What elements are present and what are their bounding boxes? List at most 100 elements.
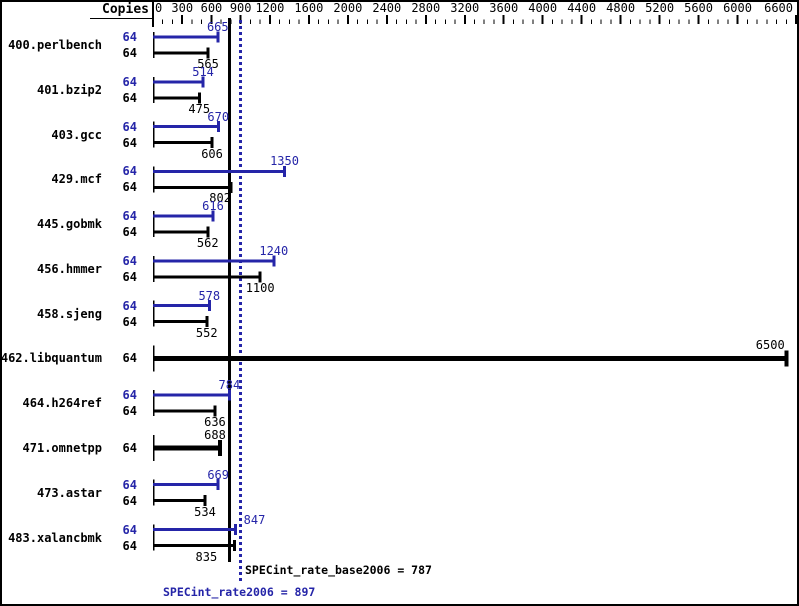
- base-value-label: 1100: [245, 280, 275, 295]
- peak-bar: [153, 169, 285, 173]
- base-bar: [153, 499, 206, 503]
- single-bar-end-cap: [218, 439, 223, 456]
- peak-bar: [153, 214, 214, 218]
- copies-value-base: 64: [122, 493, 137, 508]
- peak-value-label: 670: [207, 109, 230, 124]
- benchmark-name-label: 471.omnetpp: [22, 440, 102, 455]
- copies-value-peak: 64: [122, 253, 137, 268]
- base-value-label: 802: [209, 191, 231, 206]
- single-value-label: 6500: [755, 338, 785, 353]
- copies-value-base: 64: [122, 135, 137, 150]
- peak-bar-end-cap: [207, 300, 211, 312]
- base-value-label: 606: [201, 146, 223, 161]
- peak-bar: [153, 483, 219, 487]
- base-bar: [153, 96, 200, 100]
- benchmark-name-label: 458.sjeng: [36, 306, 102, 321]
- peak-value-label: 578: [198, 288, 221, 303]
- base-bar: [153, 51, 209, 55]
- peak-bar-end-cap: [211, 210, 215, 222]
- peak-bar: [153, 393, 230, 397]
- base-summary-text: SPECint_rate_base2006 = 787: [245, 563, 432, 577]
- base-value-label: 636: [204, 415, 226, 430]
- peak-value-label: 1240: [259, 243, 289, 258]
- peak-bar-end-cap: [216, 31, 220, 43]
- peak-value-label: 784: [218, 378, 241, 393]
- base-bar-end-cap: [213, 405, 217, 417]
- axis-tick-label: 3200: [450, 1, 480, 15]
- peak-bar-end-cap: [216, 121, 220, 133]
- base-bar: [153, 409, 215, 413]
- axis-tick-label: 300: [171, 1, 194, 15]
- copies-value-peak: 64: [122, 164, 137, 179]
- base-bar: [153, 544, 235, 548]
- copies-value-base: 64: [122, 269, 137, 284]
- base-bar: [153, 320, 207, 324]
- single-value-label: 688: [204, 427, 226, 442]
- base-bar-end-cap: [206, 226, 210, 238]
- benchmark-name-label: 401.bzip2: [36, 82, 102, 97]
- peak-value-label: 514: [192, 64, 214, 79]
- peak-value-label: 616: [202, 199, 224, 214]
- benchmark-name-label: 403.gcc: [51, 127, 102, 142]
- peak-bar-end-cap: [216, 479, 220, 491]
- copies-value: 64: [122, 440, 137, 455]
- single-bar: [153, 355, 787, 361]
- copies-value-base: 64: [122, 180, 137, 195]
- base-value-label: 475: [188, 101, 211, 116]
- base-value-label: 534: [194, 504, 216, 519]
- peak-bar-end-cap: [227, 389, 231, 401]
- peak-value-label: 669: [207, 467, 230, 482]
- axis-tick-label: 6000: [723, 1, 752, 15]
- base-value-label: 565: [197, 57, 219, 71]
- single-bar: [153, 445, 221, 451]
- single-bar-end-cap: [784, 350, 789, 367]
- peak-bar: [153, 259, 274, 263]
- base-bar-end-cap: [232, 540, 236, 552]
- axis-tick-label: 4000: [528, 1, 558, 15]
- axis-tick-label: 5200: [645, 1, 675, 15]
- benchmark-name-label: 445.gobmk: [36, 217, 102, 232]
- axis-tick-label: 3600: [489, 1, 519, 15]
- peak-bar-end-cap: [234, 524, 238, 536]
- axis-tick-label: 5600: [684, 1, 714, 15]
- base-value-label: 562: [196, 236, 219, 251]
- copies-value: 64: [122, 351, 137, 366]
- copies-value-peak: 64: [122, 30, 137, 44]
- axis-tick-label: 600: [200, 1, 223, 15]
- axis-tick-label: 4800: [606, 1, 636, 15]
- axis-tick-label: 6600: [764, 1, 793, 15]
- copies-value-peak: 64: [122, 209, 137, 224]
- benchmark-name-label: 473.astar: [36, 485, 102, 500]
- peak-bar-end-cap: [283, 165, 287, 177]
- base-bar: [153, 185, 232, 189]
- axis-tick-label: 1600: [294, 1, 324, 15]
- benchmark-name-label: 464.h264ref: [22, 396, 102, 411]
- base-value-label: 835: [195, 549, 218, 564]
- base-bar-end-cap: [197, 92, 201, 104]
- peak-bar-end-cap: [201, 76, 205, 88]
- peak-bar: [153, 528, 236, 532]
- peak-bar: [153, 80, 204, 84]
- peak-bar: [153, 125, 219, 129]
- axis-tick-label: 4400: [567, 1, 597, 15]
- benchmark-name-label: 429.mcf: [51, 172, 102, 187]
- copies-value-peak: 64: [122, 119, 137, 134]
- axis-tick-label: 1200: [255, 1, 285, 15]
- base-bar-end-cap: [206, 47, 210, 59]
- axis-tick-label: 2800: [411, 1, 441, 15]
- peak-value-label: 1350: [270, 154, 299, 169]
- copies-value-peak: 64: [122, 522, 137, 537]
- copies-value-peak: 64: [122, 74, 137, 89]
- base-bar: [153, 141, 213, 145]
- peak-bar: [153, 304, 210, 308]
- axis-tick-label: 0: [155, 1, 163, 15]
- peak-value-label: 847: [243, 512, 266, 527]
- copies-value-peak: 64: [122, 298, 137, 313]
- benchmark-name-label: 462.libquantum: [0, 351, 102, 366]
- copies-value-peak: 64: [122, 388, 137, 403]
- base-bar: [153, 275, 261, 279]
- axis-tick-label: 900: [229, 1, 252, 15]
- base-bar-end-cap: [205, 316, 209, 328]
